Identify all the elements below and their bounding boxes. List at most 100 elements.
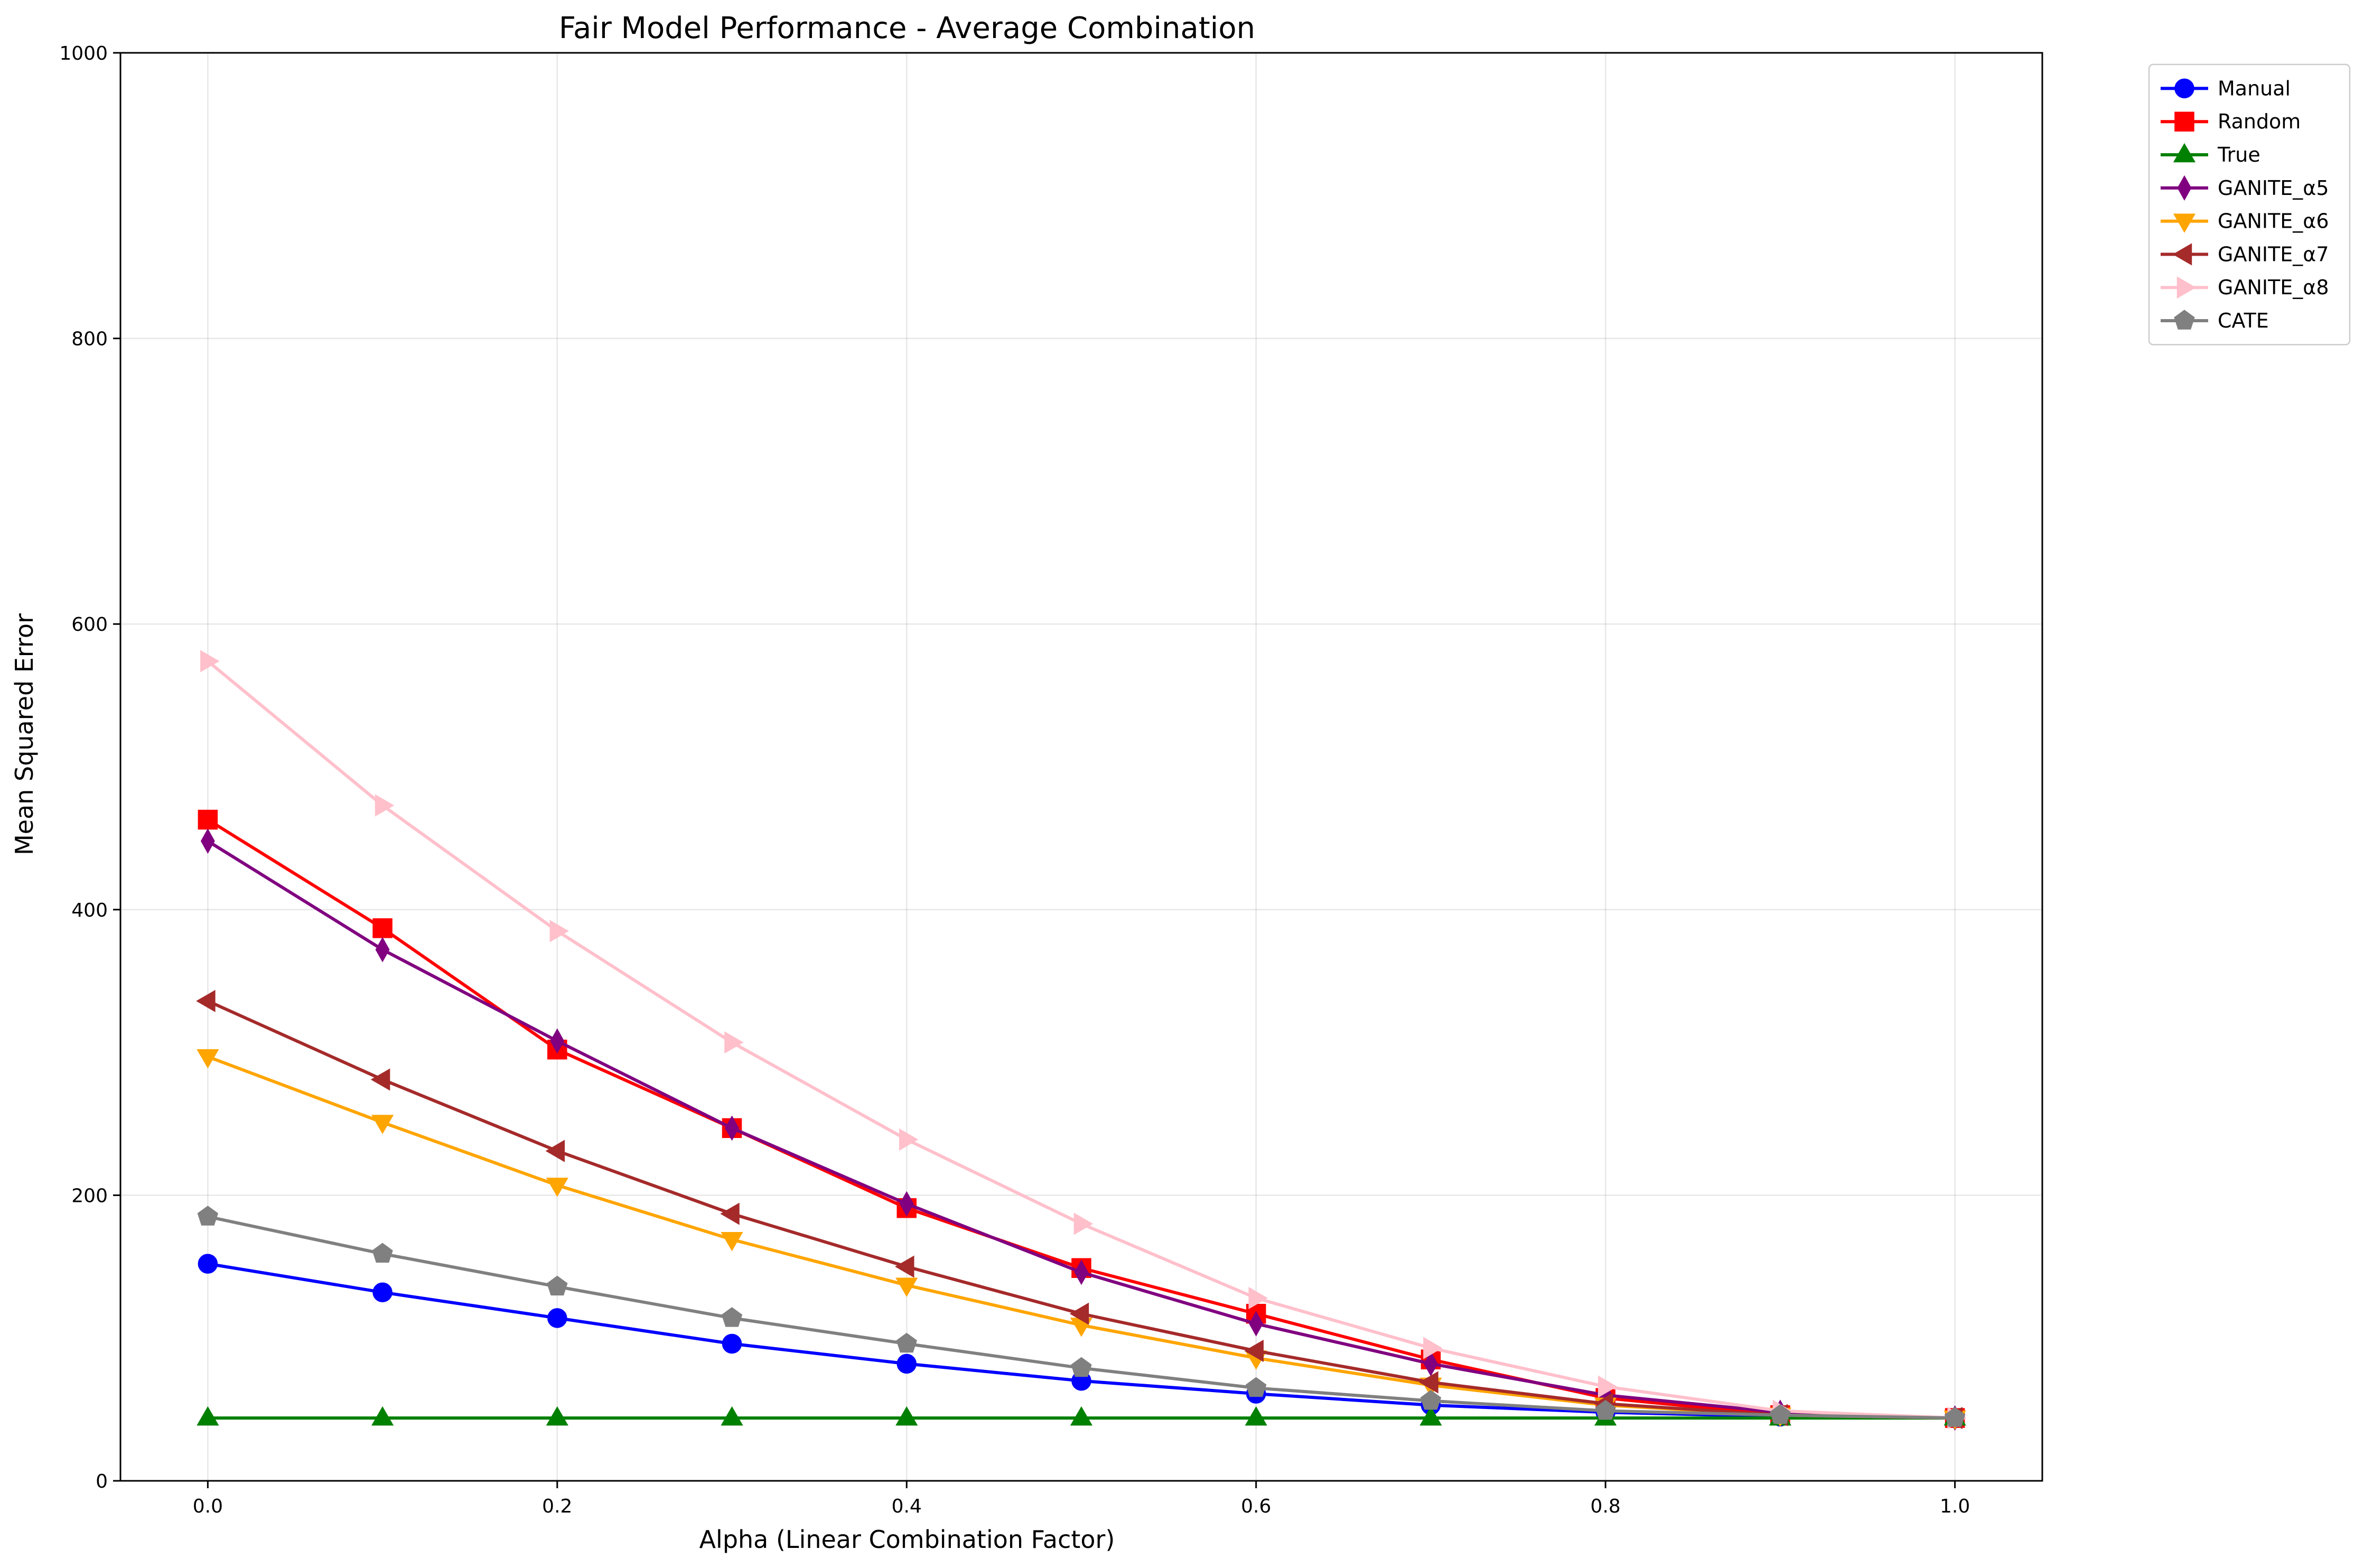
legend-marker	[2174, 78, 2194, 99]
data-point	[896, 1354, 917, 1374]
legend-item: GANITE_α7	[2161, 242, 2329, 266]
legend-item: GANITE_α5	[2161, 175, 2329, 201]
legend-label: True	[2217, 143, 2260, 166]
data-point	[724, 1031, 744, 1054]
data-point	[1069, 1302, 1089, 1325]
data-point	[375, 937, 390, 963]
data-point	[895, 1406, 918, 1426]
data-point	[1420, 1389, 1442, 1410]
data-point	[1245, 1406, 1267, 1426]
data-point	[546, 1406, 568, 1426]
y-tick-label: 200	[71, 1185, 108, 1207]
data-point	[372, 1282, 393, 1302]
y-tick-label: 1000	[59, 43, 108, 64]
data-point	[720, 1202, 740, 1225]
data-point	[196, 990, 216, 1012]
legend-marker	[2177, 175, 2192, 201]
legend-label: GANITE_α7	[2218, 242, 2329, 266]
data-point	[375, 794, 395, 817]
data-point	[200, 828, 215, 854]
legend-label: GANITE_α6	[2218, 210, 2329, 233]
data-point	[899, 1128, 919, 1151]
data-point	[371, 1406, 394, 1426]
x-tick-label: 0.6	[1241, 1496, 1271, 1517]
x-tick-label: 1.0	[1940, 1496, 1970, 1517]
legend-label: GANITE_α8	[2218, 276, 2329, 299]
data-point	[896, 1332, 917, 1353]
legend-label: Random	[2218, 110, 2301, 133]
data-point	[1423, 1337, 1443, 1359]
x-tick-label: 0.2	[542, 1496, 572, 1517]
legend-marker	[2174, 310, 2195, 330]
data-point	[1248, 1286, 1268, 1310]
data-point	[1071, 1357, 1092, 1377]
x-axis: 0.0 0.2 0.4 0.6 0.8 1.0	[193, 1481, 1970, 1517]
data-point	[1073, 1212, 1094, 1235]
data-point	[721, 1307, 743, 1327]
data-point	[721, 1406, 743, 1426]
legend-marker	[2176, 276, 2197, 299]
data-point	[372, 1243, 393, 1263]
legend-item: True	[2161, 143, 2260, 166]
data-point	[370, 1068, 390, 1091]
legend-marker	[2172, 243, 2192, 266]
legend-label: Manual	[2218, 77, 2291, 100]
data-point	[197, 1206, 219, 1226]
data-point	[895, 1255, 914, 1278]
legend-marker	[2173, 143, 2196, 163]
y-axis-label: Mean Squared Error	[10, 613, 39, 855]
legend-label: CATE	[2218, 309, 2269, 332]
x-tick-label: 0.8	[1591, 1496, 1621, 1517]
data-point	[198, 1254, 218, 1274]
legend-item: CATE	[2161, 309, 2269, 332]
data-point	[1597, 1375, 1618, 1398]
data-point	[721, 1231, 743, 1252]
y-tick-label: 800	[71, 329, 108, 350]
y-axis: 0 200 400 600 800 1000	[59, 43, 120, 1492]
data-point	[1070, 1406, 1093, 1426]
chart-title: Fair Model Performance - Average Combina…	[559, 11, 1255, 45]
data-point	[1074, 1259, 1089, 1285]
x-tick-label: 0.4	[892, 1496, 922, 1517]
data-point	[550, 1028, 565, 1054]
data-point	[1419, 1406, 1442, 1426]
data-point	[722, 1333, 742, 1354]
data-point	[1419, 1371, 1438, 1394]
data-point	[1595, 1399, 1616, 1420]
data-point	[547, 1275, 568, 1296]
plot-frame	[119, 52, 2043, 1482]
grid	[120, 52, 2042, 1482]
data-point	[371, 1115, 394, 1134]
data-point	[899, 1191, 914, 1217]
data-point	[549, 920, 569, 942]
y-tick-label: 600	[71, 614, 108, 636]
data-point	[372, 918, 393, 938]
legend-box	[2148, 63, 2351, 346]
legend-item: Random	[2161, 110, 2301, 133]
legend-marker	[2174, 111, 2194, 132]
data-point	[1944, 1407, 1966, 1427]
data-point	[895, 1277, 918, 1297]
data-point	[725, 1115, 740, 1141]
data-point	[546, 1178, 568, 1197]
legend-item: Manual	[2161, 77, 2291, 100]
legend-item: GANITE_α8	[2161, 276, 2329, 299]
legend-label: GANITE_α5	[2218, 176, 2329, 200]
legend-marker	[2173, 213, 2196, 233]
legend: Manual Random True GANITE_α5 GANITE_α6 GANITE…	[2148, 63, 2351, 346]
plot-series	[196, 650, 1967, 1431]
data-point	[1246, 1377, 1267, 1397]
y-tick-label: 400	[71, 900, 108, 921]
data-point	[200, 650, 220, 673]
data-point	[1770, 1404, 1791, 1424]
x-axis-label: Alpha (Linear Combination Factor)	[699, 1525, 1115, 1554]
x-tick-label: 0.0	[193, 1496, 223, 1517]
series-CATE	[197, 1206, 1966, 1427]
data-point	[1249, 1311, 1264, 1337]
data-point	[547, 1308, 567, 1328]
legend-item: GANITE_α6	[2161, 210, 2329, 233]
y-tick-label: 0	[96, 1471, 108, 1492]
data-point	[1244, 1339, 1264, 1362]
